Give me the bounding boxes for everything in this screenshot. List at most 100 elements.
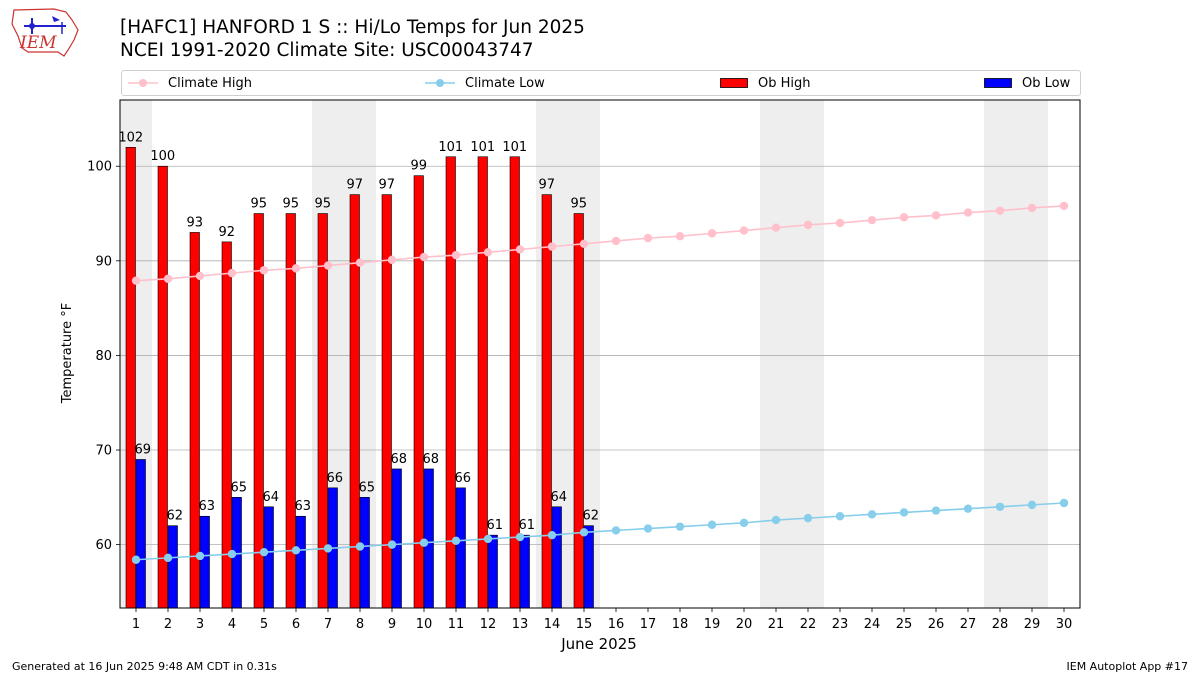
point-climate-high-day-8 [355, 258, 365, 267]
y-tick-label-70: 70 [95, 444, 112, 459]
point-climate-low-day-6 [291, 546, 301, 555]
x-tick-label-9: 9 [388, 617, 396, 632]
weekend-shade-day-21 [760, 100, 792, 608]
point-climate-high-day-4 [227, 268, 237, 278]
weekend-shade-day-15 [568, 100, 600, 608]
label-ob-low-day-14: 64 [550, 490, 567, 505]
iem-logo: IEM [8, 6, 82, 58]
x-tick-label-11: 11 [448, 617, 465, 632]
x-tick-label-24: 24 [864, 617, 881, 632]
label-ob-low-day-12: 61 [486, 518, 503, 533]
point-climate-high-day-21 [771, 223, 781, 232]
weekend-shade-day-22 [792, 100, 824, 608]
logo-text: IEM [19, 33, 57, 53]
legend-label-ob-high: Ob High [758, 75, 811, 91]
label-ob-high-day-13: 101 [502, 140, 527, 155]
label-ob-low-day-13: 61 [518, 518, 535, 533]
bar-ob-low-day-13 [519, 534, 530, 609]
label-ob-high-day-11: 101 [438, 140, 463, 155]
x-tick-label-8: 8 [356, 617, 364, 632]
point-climate-low-day-15 [579, 528, 589, 537]
label-ob-low-day-2: 62 [166, 509, 183, 524]
label-ob-high-day-2: 100 [150, 149, 175, 164]
x-tick-label-21: 21 [768, 617, 785, 632]
point-climate-high-day-27 [963, 208, 973, 217]
point-climate-high-day-29 [1027, 203, 1037, 213]
x-tick-label-26: 26 [928, 617, 945, 632]
weekend-shade-day-29 [1016, 100, 1048, 608]
point-climate-low-day-2 [163, 553, 173, 563]
bar-ob-high-day-15 [573, 213, 584, 609]
legend-label-climate-low: Climate Low [465, 75, 545, 91]
point-climate-low-day-16 [611, 526, 621, 535]
point-climate-low-day-11 [451, 536, 461, 546]
point-climate-low-day-12 [483, 534, 493, 544]
x-tick-label-10: 10 [416, 617, 433, 632]
bar-ob-low-day-2 [167, 525, 178, 609]
bar-ob-high-day-14 [541, 194, 552, 609]
x-tick-label-16: 16 [608, 617, 625, 632]
bar-ob-low-day-8 [359, 497, 370, 609]
x-tick-label-19: 19 [704, 617, 721, 632]
point-climate-low-day-22 [803, 513, 813, 523]
x-tick-label-1: 1 [132, 617, 140, 632]
y-tick-label-60: 60 [95, 538, 112, 553]
chart-title: [HAFC1] HANFORD 1 S :: Hi/Lo Temps for J… [120, 17, 585, 38]
point-climate-low-day-19 [707, 520, 717, 529]
label-ob-high-day-1: 102 [118, 130, 143, 145]
bar-ob-low-day-5 [263, 506, 274, 609]
point-climate-high-day-17 [643, 233, 653, 243]
label-ob-high-day-14: 97 [538, 178, 555, 193]
point-climate-low-day-21 [771, 515, 781, 525]
point-climate-low-day-7 [323, 544, 333, 553]
x-tick-label-29: 29 [1024, 617, 1041, 632]
x-tick-label-25: 25 [896, 617, 913, 632]
x-tick-label-22: 22 [800, 617, 817, 632]
label-ob-low-day-1: 69 [134, 442, 151, 457]
point-climate-high-day-25 [899, 213, 909, 222]
point-climate-high-day-28 [995, 206, 1005, 215]
legend-label-climate-high: Climate High [168, 75, 253, 91]
x-axis-label: June 2025 [560, 635, 637, 653]
label-ob-high-day-8: 97 [346, 178, 363, 193]
bar-ob-low-day-14 [551, 506, 562, 609]
bar-ob-low-day-1 [135, 459, 146, 609]
point-climate-high-day-18 [675, 232, 685, 241]
footer-app: IEM Autoplot App #17 [1066, 660, 1189, 673]
legend-item-ob-low: Ob Low [984, 71, 1070, 95]
point-climate-low-day-25 [899, 508, 909, 517]
label-ob-low-day-6: 63 [294, 499, 311, 514]
footer-generated: Generated at 16 Jun 2025 9:48 AM CDT in … [12, 660, 277, 673]
label-ob-low-day-7: 66 [326, 471, 343, 486]
x-tick-label-3: 3 [196, 617, 204, 632]
x-tick-label-4: 4 [228, 617, 236, 632]
label-ob-high-day-3: 93 [186, 215, 203, 230]
x-tick-label-27: 27 [960, 617, 977, 632]
point-climate-low-day-4 [227, 549, 237, 559]
point-climate-high-day-11 [451, 250, 461, 260]
label-ob-high-day-6: 95 [282, 197, 299, 212]
x-tick-label-5: 5 [260, 617, 268, 632]
point-climate-low-day-24 [867, 510, 877, 519]
legend-item-climate-high: Climate High [128, 71, 252, 95]
point-climate-low-day-17 [643, 524, 653, 533]
point-climate-low-day-26 [931, 506, 941, 515]
point-climate-low-day-23 [835, 512, 845, 521]
label-ob-low-day-4: 65 [230, 480, 247, 495]
point-climate-low-day-10 [419, 538, 429, 547]
bar-ob-low-day-3 [199, 515, 210, 609]
x-tick-label-23: 23 [832, 617, 849, 632]
point-climate-high-day-20 [739, 226, 749, 235]
weekend-shade-day-28 [984, 100, 1016, 608]
label-ob-low-day-10: 68 [422, 452, 439, 467]
label-ob-high-day-12: 101 [470, 140, 495, 155]
bar-ob-low-day-15 [583, 525, 594, 609]
y-tick-label-80: 80 [95, 349, 112, 364]
point-climate-high-day-16 [611, 236, 621, 246]
point-climate-high-day-9 [387, 255, 397, 265]
bar-ob-low-day-11 [455, 487, 466, 609]
bar-ob-low-day-12 [487, 534, 498, 609]
point-climate-low-day-18 [675, 522, 685, 531]
bar-ob-low-day-6 [295, 515, 306, 609]
point-climate-high-day-26 [931, 211, 941, 220]
